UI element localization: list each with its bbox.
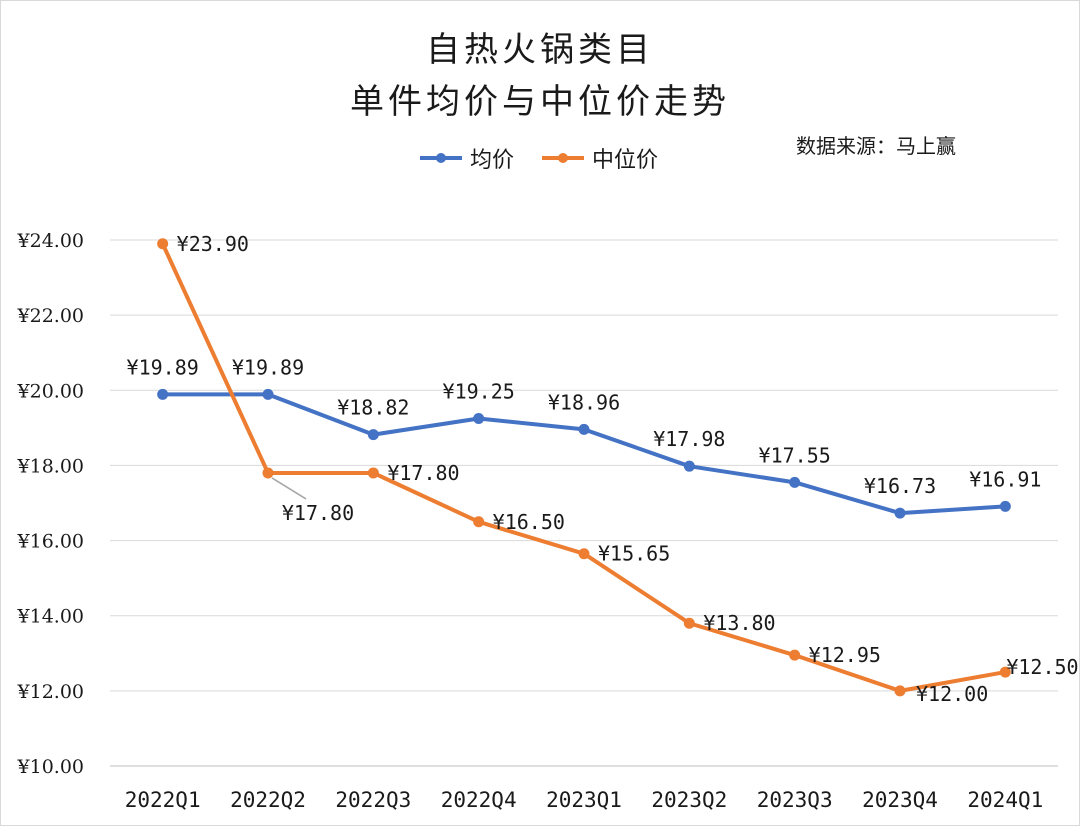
- median-point: [262, 467, 274, 479]
- mean-point: [894, 507, 906, 519]
- label-leader-line: [271, 477, 307, 500]
- chart-subtitle: 单件均价与中位价走势: [350, 82, 730, 122]
- median-data-label: ¥17.80: [282, 501, 354, 525]
- x-tick-label: 2022Q2: [230, 788, 306, 812]
- x-tick-label: 2022Q4: [441, 788, 517, 812]
- y-tick-label: ¥16.00: [17, 531, 84, 553]
- mean-point: [578, 423, 590, 435]
- mean-point: [473, 412, 485, 424]
- source-note: 数据来源：马上赢: [796, 134, 956, 158]
- x-tick-label: 2023Q4: [862, 788, 938, 812]
- y-tick-label: ¥18.00: [17, 455, 84, 477]
- mean-point: [999, 500, 1011, 512]
- legend-item-median: 中位价: [540, 142, 658, 174]
- x-tick-label: 2023Q2: [651, 788, 727, 812]
- legend-swatch-median: [542, 153, 585, 163]
- median-point: [683, 617, 695, 629]
- median-data-label: ¥16.50: [493, 510, 565, 534]
- mean-data-label: ¥18.96: [548, 390, 620, 414]
- x-tick-label: 2023Q3: [757, 788, 833, 812]
- mean-data-label: ¥19.25: [443, 379, 515, 403]
- mean-point: [683, 460, 695, 472]
- median-data-label: ¥12.50: [1006, 655, 1078, 679]
- mean-point: [157, 388, 169, 400]
- legend-label-median: 中位价: [592, 148, 659, 173]
- x-tick-label: 2022Q1: [125, 788, 201, 812]
- mean-data-label: ¥19.89: [127, 355, 199, 379]
- y-tick-label: ¥22.00: [17, 305, 84, 327]
- x-tick-label: 2022Q3: [335, 788, 411, 812]
- mean-point: [262, 388, 274, 400]
- y-tick-label: ¥14.00: [17, 606, 84, 628]
- mean-point: [789, 476, 801, 488]
- y-tick-label: ¥10.00: [17, 756, 84, 778]
- chart-title: 自热火锅类目: [426, 30, 654, 70]
- median-data-label: ¥17.80: [387, 461, 459, 485]
- x-tick-label: 2023Q1: [546, 788, 622, 812]
- median-data-label: ¥15.65: [598, 542, 670, 566]
- median-point: [473, 516, 485, 528]
- median-point: [894, 685, 906, 697]
- mean-data-label: ¥16.73: [864, 474, 936, 498]
- chart-legend: 均价 中位价: [418, 142, 684, 174]
- median-data-label: ¥23.90: [177, 232, 249, 256]
- x-tick-label: 2024Q1: [967, 788, 1043, 812]
- y-tick-label: ¥12.00: [17, 681, 84, 703]
- mean-data-label: ¥17.98: [653, 427, 725, 451]
- mean-data-label: ¥16.91: [969, 467, 1041, 491]
- median-point: [789, 649, 801, 661]
- median-data-label: ¥13.80: [703, 611, 775, 635]
- mean-data-label: ¥18.82: [337, 396, 409, 420]
- legend-item-mean: 均价: [418, 142, 514, 174]
- y-tick-label: ¥20.00: [17, 380, 84, 402]
- median-data-label: ¥12.95: [809, 643, 881, 667]
- legend-label-mean: 均价: [470, 148, 515, 173]
- mean-point: [367, 429, 379, 441]
- series-line-median: [160, 241, 1008, 693]
- median-point: [578, 548, 590, 560]
- median-point: [157, 238, 169, 250]
- median-data-label: ¥12.00: [916, 682, 988, 706]
- y-tick-label: ¥24.00: [17, 230, 84, 252]
- median-point: [999, 666, 1011, 678]
- mean-data-label: ¥17.55: [759, 443, 831, 467]
- legend-swatch-mean: [420, 153, 462, 163]
- mean-data-label: ¥19.89: [232, 355, 304, 379]
- median-point: [367, 467, 379, 479]
